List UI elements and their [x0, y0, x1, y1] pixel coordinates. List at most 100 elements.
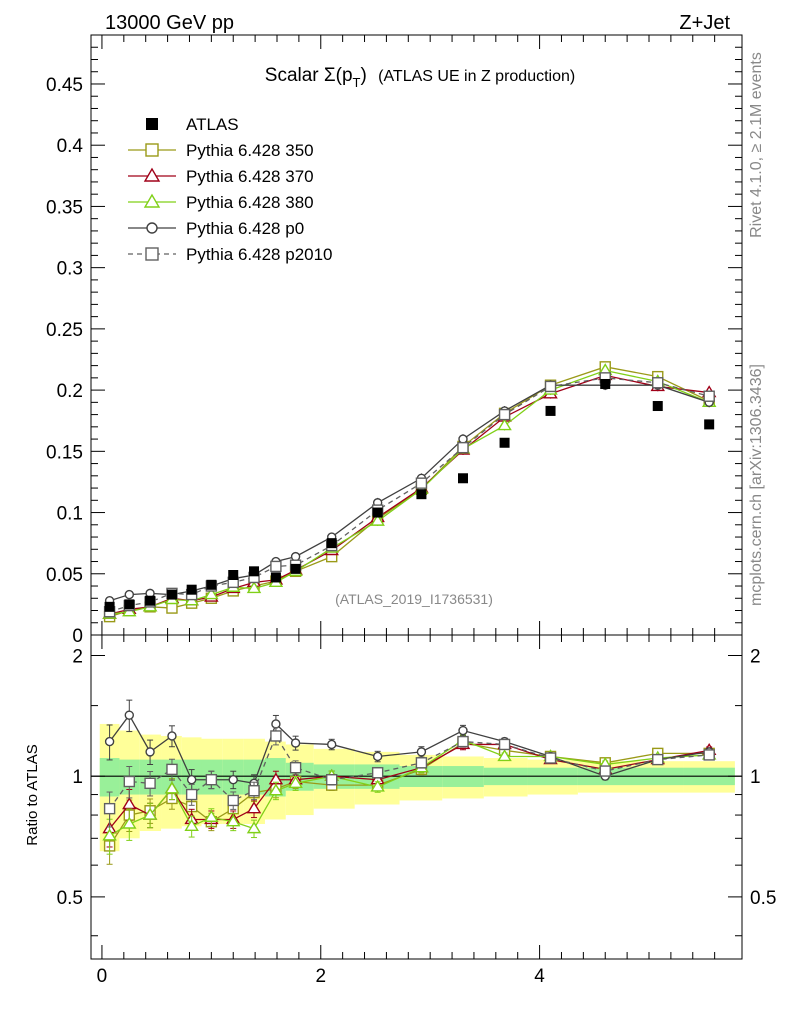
main-plot-marks [102, 361, 717, 623]
ratio-axes: 0 2 4 0.5 0.5 1 1 2 2 [57, 635, 776, 987]
series-2-ratio-point [288, 775, 303, 789]
legend-atlas-label: ATLAS [186, 115, 239, 134]
series-1-ratio-point [246, 801, 262, 814]
series-4-ratio-point [103, 802, 116, 815]
series-4-ratio-point [457, 735, 469, 748]
series-4-ratio-point [652, 753, 664, 766]
series-4-point [415, 477, 428, 489]
atlas-data-point [166, 589, 177, 600]
series-4-ratio-point [703, 749, 715, 761]
series-3-ratio-point [104, 736, 115, 747]
series-4-ratio-point [270, 730, 282, 742]
atlas-data-point [458, 473, 468, 484]
legend-atlas-marker [146, 118, 158, 130]
series-4-ratio-point [289, 762, 302, 774]
atlas-data-point [326, 538, 337, 549]
legend-series-label: Pythia 6.428 350 [186, 141, 314, 160]
series-4-point [457, 441, 469, 454]
legend-series-marker [143, 193, 161, 208]
series-3-ratio-point [290, 738, 301, 748]
x-tick-label: 0 [97, 966, 108, 987]
series-2-ratio-point [204, 809, 219, 822]
series-4-ratio-point [123, 775, 135, 788]
atlas-data-point [704, 419, 715, 430]
uncertainty-band-inner [99, 758, 120, 797]
series-3-ratio-point [186, 775, 197, 785]
legend-series-marker [145, 143, 159, 157]
series-4-ratio-point [227, 794, 239, 807]
legend-series-label: Pythia 6.428 370 [186, 167, 314, 186]
series-4-ratio-point [371, 767, 384, 779]
series-2-ratio-point [164, 781, 180, 794]
series-2-point [497, 418, 512, 431]
series-3-ratio-point [416, 747, 427, 757]
series-3-ratio-point [327, 739, 337, 750]
ratio-y-tick-label: 1 [72, 767, 83, 788]
series-4-point [270, 560, 282, 573]
series-2-line [109, 369, 710, 615]
y-tick-label: 0.45 [46, 75, 83, 96]
legend: ATLAS Pythia 6.428 350 Pythia 6.428 370 Pyt… [128, 115, 333, 264]
series-2-ratio-point [225, 814, 241, 827]
atlas-data-point [416, 489, 427, 500]
legend-series-marker [146, 222, 158, 234]
series-3-point [458, 434, 468, 444]
y-tick-label: 0.2 [57, 381, 83, 402]
atlas-data-point [124, 599, 135, 610]
series-3-point [290, 551, 301, 562]
y-tick-label: 0.3 [57, 259, 83, 280]
atlas-data-point [228, 570, 239, 580]
ratio-frame [90, 634, 743, 960]
ratio-y-tick-label: 2 [72, 647, 83, 668]
legend-series-marker [143, 167, 161, 182]
y-tick-label: 0.35 [46, 197, 83, 218]
x-tick-label: 4 [534, 966, 545, 987]
series-4-ratio-point [185, 788, 198, 801]
title-main: Scalar Σ(p [265, 65, 353, 86]
series-4-ratio-point [144, 777, 156, 790]
series-4-point [652, 377, 664, 389]
atlas-data-point [545, 405, 556, 416]
ratio-y-tick-label-right: 2 [750, 647, 761, 668]
series-4-ratio-point [415, 757, 428, 769]
ratio-y-tick-label: 0.5 [57, 888, 83, 909]
atlas-data-point [652, 401, 663, 412]
series-2-ratio-point [142, 807, 158, 820]
series-4-ratio-point [166, 763, 178, 776]
main-panel: 0 0.05 0.1 0.15 0.2 0.25 0.3 0.35 0.4 0.45 Scalar… [46, 34, 743, 647]
header-left-label: 13000 GeV pp [105, 12, 234, 34]
series-3-ratio-point [228, 775, 238, 785]
series-0-line [109, 366, 710, 618]
series-3-ratio-point [124, 710, 134, 720]
title-close: ) [361, 65, 367, 86]
series-4-point [544, 380, 557, 393]
series-2-ratio-point [370, 779, 385, 792]
series-3-ratio-point [458, 725, 468, 736]
analysis-label: (ATLAS_2019_I1736531) [335, 591, 493, 607]
title-subscript: T [353, 75, 361, 90]
rivet-version-label: Rivet 4.1.0, ≥ 2.1M events [748, 52, 765, 238]
main-axes: 0 0.05 0.1 0.15 0.2 0.25 0.3 0.35 0.4 0.45 [46, 35, 742, 647]
series-2-point [246, 581, 262, 594]
legend-series-label: Pythia 6.428 p2010 [186, 245, 333, 264]
y-tick-label: 0.4 [57, 136, 84, 157]
y-tick-label: 0 [72, 626, 83, 647]
ratio-y-tick-label-right: 0.5 [750, 888, 776, 909]
series-2-ratio-point [102, 828, 117, 841]
series-2-ratio-point [184, 818, 199, 831]
series-2-ratio-point [497, 749, 512, 762]
atlas-data-point [206, 579, 217, 590]
series-3-line [109, 384, 710, 602]
ratio-plot-marks [91, 699, 742, 865]
atlas-data-point [104, 601, 115, 612]
series-2-point [370, 513, 385, 526]
atlas-data-point [270, 572, 281, 583]
series-1-line [109, 374, 710, 615]
series-2-point [204, 587, 219, 600]
series-2-ratio-point [246, 821, 262, 834]
atlas-data-point [249, 566, 260, 577]
atlas-data-point [186, 584, 197, 595]
atlas-data-point [372, 507, 383, 518]
series-3-ratio-point [145, 747, 155, 757]
